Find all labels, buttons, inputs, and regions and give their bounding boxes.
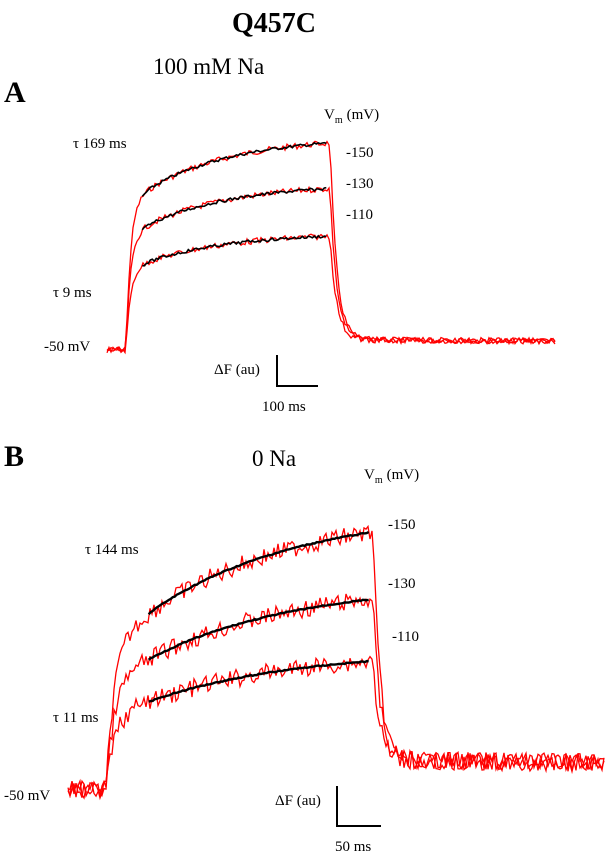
panel-b: B 0 Na Vm (mV) τ 144 ms τ 11 ms -50 mV -1… [4,440,605,853]
panel-a-label-minus150: -150 [346,145,374,161]
panel-b-label-minus150: -150 [388,517,416,533]
panel-a-letter: A [4,76,26,109]
fit-a-minus130 [141,186,327,231]
panel-b-tau-fast-label: τ 11 ms [53,710,99,726]
trace-b-minus110 [67,655,605,801]
panel-b-scale-y-label: ΔF (au) [275,793,321,809]
panel-a-condition: 100 mM Na [153,54,264,79]
panel-b-vm-header: Vm (mV) [364,467,419,486]
panel-b-letter: B [4,440,24,473]
figure-title: Q457C [232,8,316,39]
trace-b-minus150 [67,524,605,799]
panel-a-scale-bar [276,355,318,387]
panel-a: A 100 mM Na Vm (mV) τ 169 ms τ 9 ms -50 m… [4,54,556,415]
panel-a-vm-header: Vm (mV) [324,107,379,126]
trace-a-minus110 [106,233,556,355]
panel-b-holding-label: -50 mV [4,788,50,804]
fit-b-minus150 [147,531,370,616]
panel-a-traces [106,140,556,355]
panel-b-tau-slow-label: τ 144 ms [85,542,139,558]
panel-a-holding-label: -50 mV [44,339,90,355]
trace-a-minus130 [106,185,556,352]
fit-b-minus130 [147,598,369,661]
fit-a-minus110 [142,234,327,267]
fit-b-minus110 [148,659,369,703]
panel-a-label-minus130: -130 [346,176,374,192]
panel-a-tau-fast-label: τ 9 ms [53,285,92,301]
panel-a-tau-slow-label: τ 169 ms [73,136,127,152]
panel-a-scale-x-label: 100 ms [262,399,306,415]
panel-b-scale-x-label: 50 ms [335,839,371,853]
panel-b-label-minus130: -130 [388,576,416,592]
panel-b-condition: 0 Na [252,446,296,471]
panel-b-traces [67,524,605,801]
fit-a-minus150 [141,141,327,197]
panel-b-label-minus110: -110 [392,629,419,645]
panel-a-scale-y-label: ΔF (au) [214,362,260,378]
panel-b-scale-bar [336,786,381,827]
panel-a-label-minus110: -110 [346,207,373,223]
